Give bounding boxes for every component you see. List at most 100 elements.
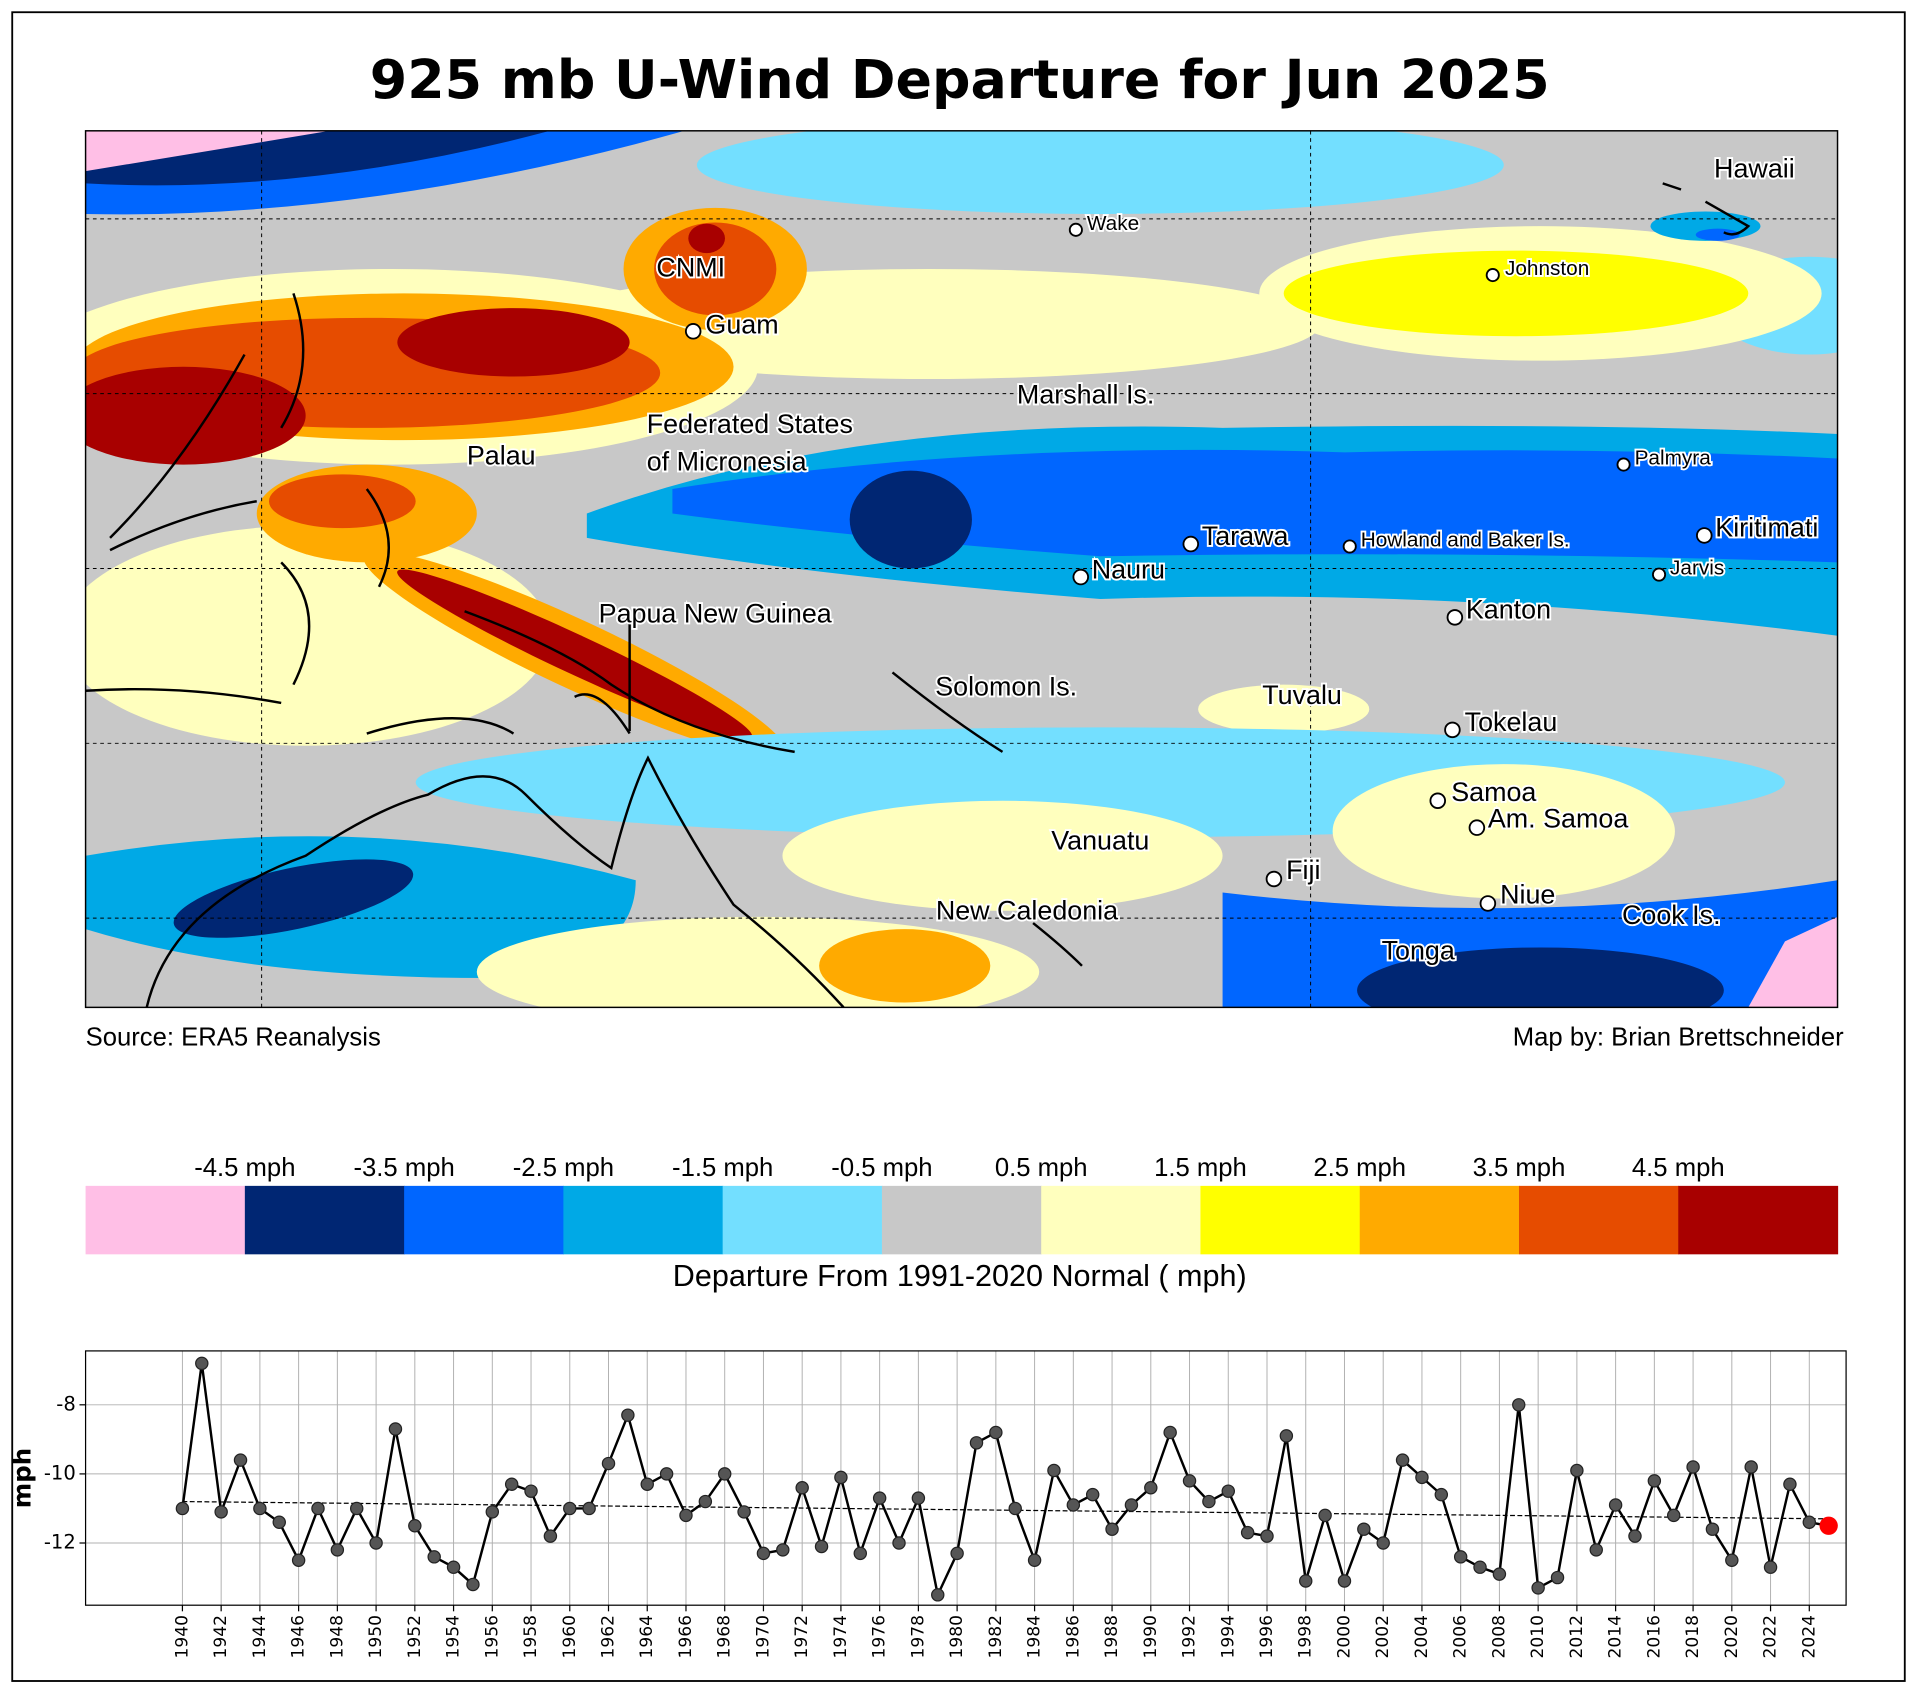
coastline [464, 610, 795, 754]
place-dot [1072, 568, 1090, 586]
place-label: Papua New Guinea [599, 598, 832, 628]
marker [1085, 1487, 1100, 1502]
title: 925 mb U-Wind Departure for Jun 2025 [370, 48, 1550, 111]
x-tick-label: 1966 [676, 1615, 696, 1659]
marker [1144, 1481, 1158, 1495]
marker [524, 1484, 538, 1498]
field [397, 569, 753, 739]
colorbar-label: -0.5 mph [831, 1154, 932, 1182]
marker [737, 1505, 751, 1519]
place-dot [1479, 895, 1497, 912]
field [688, 223, 725, 254]
x-tick-label: 1964 [637, 1615, 657, 1659]
place-label: Samoa [1451, 777, 1536, 807]
marker [1453, 1550, 1468, 1564]
marker [388, 1422, 403, 1436]
x-tick-label: 2020 [1722, 1615, 1742, 1659]
place-label: Kiritimati [1715, 513, 1818, 543]
x-tick-label: 1970 [753, 1615, 773, 1659]
x-tick-label: 1960 [560, 1615, 580, 1659]
marker [504, 1477, 519, 1491]
x-tick-label: 1956 [482, 1615, 502, 1659]
x-tick-label: 1988 [1102, 1615, 1122, 1659]
marker [1473, 1560, 1487, 1574]
marker [1395, 1453, 1410, 1467]
marker [640, 1477, 654, 1491]
colorbar-label: 2.5 mph [1313, 1154, 1406, 1182]
x-tick-label: 1950 [366, 1615, 386, 1659]
marker [1550, 1570, 1565, 1585]
marker [1608, 1498, 1623, 1512]
field [1283, 250, 1749, 337]
marker [601, 1456, 616, 1471]
marker [1066, 1498, 1081, 1512]
field [85, 130, 331, 172]
x-tick-label: 2008 [1489, 1615, 1509, 1659]
marker [698, 1494, 713, 1509]
place-dot [1182, 535, 1200, 553]
marker [1260, 1529, 1274, 1543]
place-dot [1446, 609, 1464, 626]
marker [311, 1501, 325, 1516]
place-label: Fiji [1286, 855, 1320, 885]
field [85, 366, 306, 465]
marker [776, 1543, 790, 1557]
coastline [891, 671, 1083, 967]
x-tick-label: 2012 [1567, 1615, 1587, 1659]
field [819, 929, 991, 1003]
marker [1783, 1477, 1797, 1491]
marker [466, 1577, 480, 1592]
marker [1744, 1460, 1758, 1474]
place-label: Kanton [1466, 595, 1551, 625]
x-tick-label: 2004 [1412, 1615, 1432, 1659]
place-label: Tonga [1382, 936, 1455, 966]
x-tick-label: 2018 [1683, 1615, 1703, 1659]
x-tick-label: 1976 [870, 1615, 890, 1659]
marker [911, 1491, 926, 1505]
colorbar-label: -4.5 mph [194, 1154, 295, 1182]
place-label: Hawaii [1714, 153, 1795, 183]
marker [1589, 1543, 1603, 1557]
marker [1027, 1553, 1042, 1568]
place-label: Tokelau [1465, 707, 1558, 737]
marker [1492, 1567, 1507, 1581]
marker [291, 1553, 306, 1568]
marker [1182, 1474, 1197, 1488]
field [782, 800, 1223, 911]
x-tick-label: 2016 [1644, 1615, 1664, 1659]
field [654, 222, 777, 316]
marker [1512, 1398, 1526, 1412]
x-tick-label: 2022 [1761, 1615, 1781, 1659]
marker [1415, 1470, 1429, 1485]
place-label: Howland and Baker Is. [1361, 528, 1570, 551]
marker [446, 1560, 461, 1574]
marker [408, 1519, 422, 1533]
place-label: Jarvis [1670, 557, 1724, 580]
marker [795, 1481, 809, 1495]
marker [1376, 1536, 1390, 1550]
marker [1105, 1522, 1119, 1536]
marker [950, 1546, 964, 1561]
colorbar-title: Departure From 1991-2020 Normal ( mph) [673, 1259, 1247, 1293]
marker [195, 1356, 209, 1371]
coastline [109, 293, 390, 686]
place-label: of Micronesia [647, 447, 807, 477]
colorbar-swatch [244, 1185, 405, 1255]
marker [1628, 1529, 1642, 1543]
marker [1705, 1522, 1720, 1536]
coastline [1662, 182, 1751, 236]
map-labels: Hawaii Wake Johnston CNMI Guam Marshall … [465, 151, 1820, 967]
marker [1434, 1487, 1449, 1502]
place-dot [1342, 539, 1357, 554]
y-axis-label: mph [8, 1448, 37, 1508]
marker [1666, 1508, 1681, 1523]
colorbar-swatch [1200, 1185, 1361, 1255]
x-tick-label: 2000 [1334, 1615, 1354, 1659]
marker [1570, 1463, 1584, 1478]
marker [485, 1505, 500, 1519]
marker [659, 1467, 674, 1481]
x-tick-label: 1984 [1025, 1615, 1045, 1659]
place-label: Nauru [1092, 554, 1165, 584]
place-label: New Caledonia [936, 895, 1118, 925]
